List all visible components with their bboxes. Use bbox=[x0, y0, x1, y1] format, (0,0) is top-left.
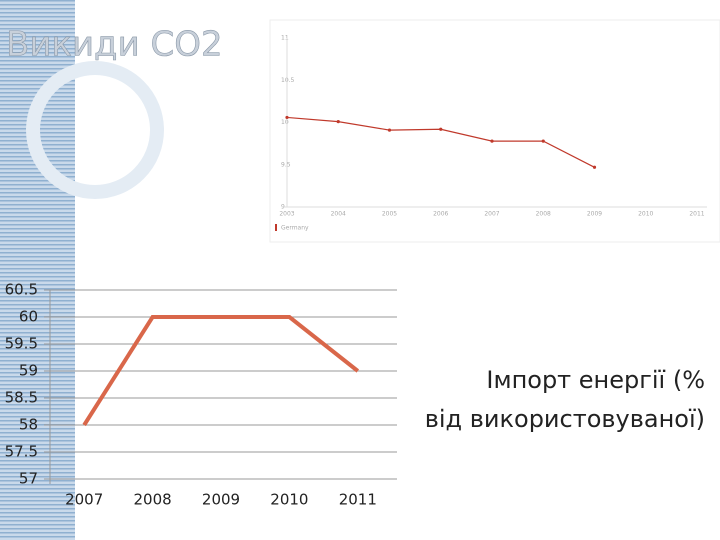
y-tick-label: 9.5 bbox=[281, 161, 291, 168]
x-tick-label: 2009 bbox=[587, 211, 602, 218]
point bbox=[439, 127, 443, 131]
y-tick-label: 60 bbox=[19, 308, 38, 326]
x-tick-label: 2010 bbox=[270, 491, 308, 509]
decor-strip bbox=[0, 0, 75, 540]
x-tick-label: 2011 bbox=[339, 491, 377, 509]
x-tick-label: 2005 bbox=[382, 211, 397, 218]
x-tick-label: 2008 bbox=[134, 491, 172, 509]
point bbox=[592, 165, 597, 169]
y-tick-label: 59.5 bbox=[5, 335, 38, 353]
series-line bbox=[82, 315, 360, 427]
decor-ring bbox=[26, 61, 164, 199]
y-tick-label: 60.5 bbox=[5, 281, 38, 299]
point bbox=[336, 120, 340, 124]
x-tick-label: 2003 bbox=[279, 211, 294, 218]
embedded-chart-bg bbox=[269, 19, 720, 243]
legend-label: Імпорт енергії (% від використовуваної) bbox=[425, 366, 705, 433]
y-tick-label: 57 bbox=[19, 470, 38, 488]
point bbox=[387, 128, 392, 132]
x-tick-label: 2006 bbox=[433, 211, 448, 218]
y-tick-label: 10 bbox=[281, 119, 289, 126]
legend-label: Germany bbox=[281, 225, 309, 232]
x-tick-label: 2008 bbox=[536, 211, 551, 218]
y-tick-label: 11 bbox=[281, 35, 289, 42]
y-tick-label: 57.5 bbox=[5, 443, 38, 461]
point bbox=[541, 139, 545, 143]
y-tick-label: 59 bbox=[19, 362, 38, 380]
slide-title: Викиди CO2 bbox=[6, 25, 223, 65]
y-tick-label: 58 bbox=[19, 416, 38, 434]
x-tick-label: 2011 bbox=[689, 211, 704, 218]
x-tick-label: 2009 bbox=[202, 491, 240, 509]
x-tick-label: 2007 bbox=[65, 491, 103, 509]
y-tick-label: 10.5 bbox=[281, 77, 295, 84]
point bbox=[285, 115, 289, 120]
x-tick-label: 2004 bbox=[331, 211, 346, 218]
point bbox=[490, 139, 494, 143]
x-tick-label: 2010 bbox=[638, 211, 653, 218]
legend-swatch bbox=[275, 224, 277, 231]
x-tick-label: 2007 bbox=[484, 211, 499, 218]
y-tick-label: 58.5 bbox=[5, 389, 38, 407]
